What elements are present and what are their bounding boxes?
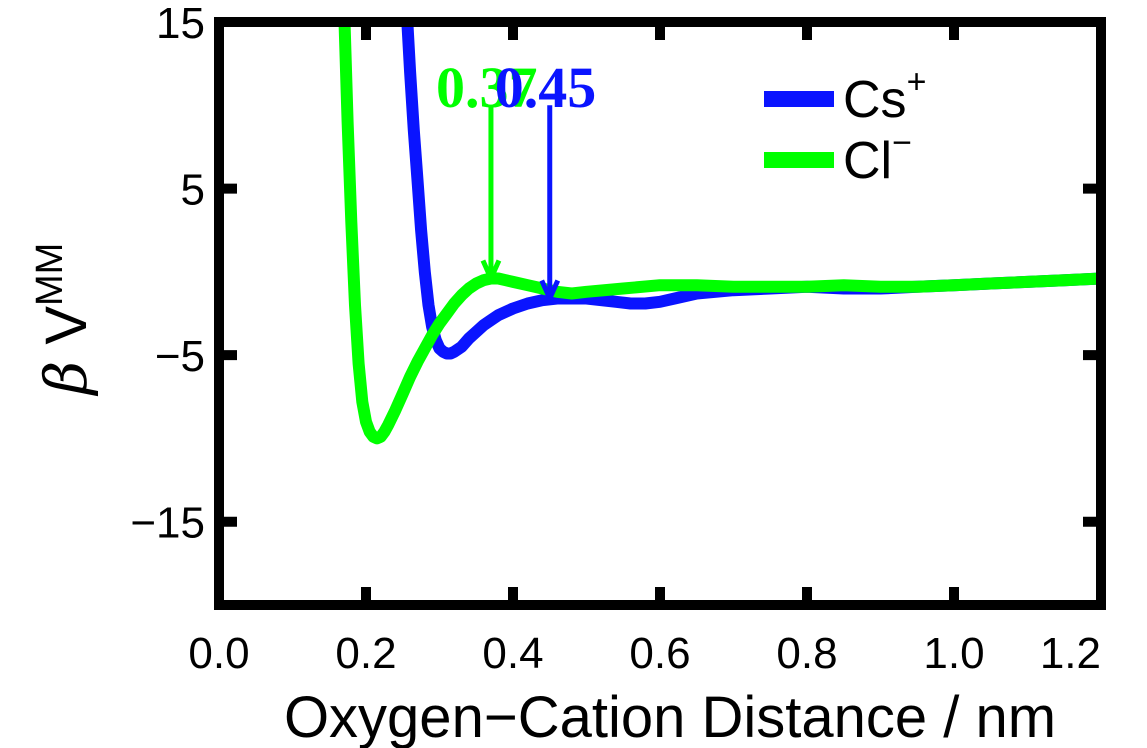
lines-layer — [338, 22, 1101, 445]
annotation-arrowhead — [539, 279, 561, 305]
labels-layer: 0.0 0.2 0.4 0.6 0.8 1.0 1.2 15 5 −5 −15 Oxygen−Cati… — [29, 0, 1101, 748]
annotation-label: 0.37 — [436, 55, 538, 120]
y-axis-symbol: β — [32, 361, 100, 397]
x-tick-label: 1.2 — [1040, 629, 1101, 678]
annotation-label: 0.45 — [495, 55, 597, 120]
legend-charge: + — [907, 63, 927, 101]
x-tick-label: 1.0 — [923, 629, 984, 678]
legend-label: Cs+ — [843, 63, 926, 129]
annotations-layer: 0.370.45 — [436, 55, 597, 305]
x-tick-label: 0.6 — [629, 629, 690, 678]
y-axis-title: β VMM — [29, 243, 100, 397]
legend-name: Cl — [843, 132, 892, 190]
legend-charge: − — [892, 124, 912, 162]
y-axis-superscript: MM — [29, 243, 71, 306]
x-tick-label: 0.0 — [188, 629, 249, 678]
y-tick-label: 5 — [181, 166, 205, 215]
legend: Cs+Cl− — [764, 63, 926, 190]
y-axis-base: V — [34, 306, 99, 361]
x-tick-label: 0.2 — [335, 629, 396, 678]
legend-label: Cl− — [843, 124, 912, 190]
y-tick-label: −15 — [130, 499, 205, 548]
y-tick-label: 15 — [156, 0, 205, 48]
legend-name: Cs — [843, 71, 907, 129]
x-axis-title: Oxygen−Cation Distance / nm — [284, 685, 1056, 748]
annotation-arrowhead — [480, 259, 502, 285]
series-line-cl — [338, 22, 1101, 445]
ticks-layer — [214, 17, 1106, 605]
x-tick-label: 0.4 — [482, 629, 543, 678]
y-tick-label: −5 — [155, 332, 205, 381]
x-tick-label: 0.8 — [776, 629, 837, 678]
